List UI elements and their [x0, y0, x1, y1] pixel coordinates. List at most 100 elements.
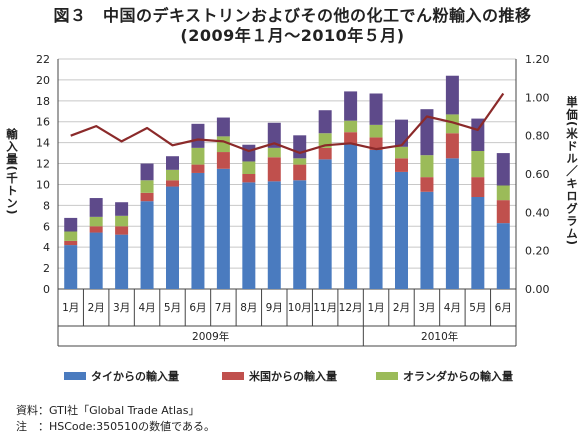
legend-label-thai: タイからの輸入量: [91, 370, 179, 383]
left-tick-label: 4: [43, 241, 50, 254]
x-tick-label: 5月: [469, 302, 486, 314]
legend-label-nl: オランダからの輸入量: [403, 370, 513, 383]
bar-segment-us: [318, 147, 332, 160]
legend-swatch-thai: [64, 372, 86, 380]
legend-swatch-us: [222, 372, 244, 380]
bar-segment-nl: [191, 147, 205, 165]
left-tick-label: 8: [43, 199, 50, 212]
right-axis-label: 単価(米ドル／キログラム): [565, 96, 579, 247]
bar-segment-other: [369, 93, 383, 125]
legend-swatch-nl: [376, 372, 398, 380]
x-tick-label: 6月: [189, 302, 206, 314]
bar-segment-nl: [471, 151, 485, 178]
bar-segment-thai: [216, 168, 230, 289]
bar-segment-other: [89, 198, 103, 217]
left-tick-label: 0: [43, 283, 50, 296]
bar-segment-us: [216, 152, 230, 169]
bar-segment-us: [445, 133, 459, 159]
bar-segment-other: [395, 119, 408, 147]
bar-segment-nl: [267, 147, 281, 158]
left-tick-label: 2: [43, 262, 50, 275]
x-tick-label: 3月: [113, 302, 130, 314]
bar-segment-other: [191, 123, 205, 148]
left-tick-label: 16: [36, 116, 50, 129]
year-group-label: 2010年: [421, 330, 458, 343]
bar-segment-thai: [64, 245, 78, 289]
x-tick-label: 11月: [313, 302, 337, 314]
bar-segment-us: [293, 164, 307, 181]
bar-segment-us: [395, 158, 408, 172]
x-tick-label: 2月: [393, 302, 410, 314]
bar-segment-thai: [89, 232, 103, 289]
bar-segment-nl: [344, 120, 358, 133]
x-tick-label: 3月: [418, 302, 435, 314]
x-tick-label: 4月: [444, 302, 461, 314]
bar-segment-nl: [140, 180, 154, 193]
bar-segment-thai: [420, 191, 434, 289]
bar-segment-nl: [115, 215, 129, 227]
right-tick-label: 1.00: [525, 91, 550, 104]
x-tick-label: 6月: [495, 302, 512, 314]
bar-segment-other: [216, 117, 230, 137]
legend-item-thai: タイからの輸入量: [64, 368, 179, 384]
bar-segment-us: [420, 177, 434, 192]
legend-item-nl: オランダからの輸入量: [376, 368, 513, 384]
bar-segment-other: [166, 156, 179, 170]
bar-segment-thai: [140, 201, 154, 289]
bar-segment-other: [242, 144, 256, 162]
bar-segment-us: [471, 177, 485, 197]
legend-label-us: 米国からの輸入量: [249, 370, 337, 383]
bar-segment-thai: [242, 182, 256, 289]
bar-segment-us: [496, 200, 510, 224]
bar-segment-other: [115, 202, 129, 216]
x-tick-label: 1月: [62, 302, 79, 314]
x-tick-label: 10月: [288, 302, 312, 314]
x-tick-label: 4月: [138, 302, 155, 314]
x-tick-label: 5月: [164, 302, 181, 314]
bar-segment-thai: [293, 180, 307, 289]
price-line: [70, 92, 505, 154]
bar-segment-thai: [166, 186, 179, 289]
x-tick-label: 9月: [266, 302, 283, 314]
left-tick-label: 20: [36, 74, 50, 87]
right-tick-label: 0.40: [525, 206, 550, 219]
bar-segment-thai: [395, 171, 408, 289]
bar-segment-us: [115, 226, 129, 235]
x-tick-label: 12月: [339, 302, 363, 314]
source-note: 資料：GTI社「Global Trade Atlas」: [16, 404, 200, 417]
bar-segment-thai: [344, 143, 358, 289]
bar-segment-us: [166, 180, 179, 187]
bar-segment-thai: [471, 197, 485, 289]
bar-segment-us: [64, 240, 78, 246]
right-tick-label: 0.00: [525, 283, 550, 296]
left-tick-label: 18: [36, 95, 50, 108]
bar-segment-us: [369, 137, 383, 150]
bar-segment-thai: [267, 181, 281, 289]
legend-item-us: 米国からの輸入量: [222, 368, 337, 384]
bar-segment-us: [191, 164, 205, 173]
bar-segment-thai: [496, 223, 510, 289]
left-tick-label: 12: [36, 158, 50, 171]
bar-segment-other: [445, 75, 459, 115]
bar-segment-thai: [191, 172, 205, 289]
bar-segment-nl: [445, 114, 459, 134]
bar-segment-thai: [115, 234, 129, 289]
bar-segment-us: [267, 157, 281, 182]
bar-segment-nl: [395, 146, 408, 159]
bar-segment-other: [496, 153, 510, 186]
bar-segment-other: [344, 91, 358, 121]
bar-segment-nl: [293, 158, 307, 165]
right-tick-label: 0.60: [525, 168, 550, 181]
x-tick-label: 2月: [88, 302, 105, 314]
bar-segment-other: [64, 217, 78, 232]
x-tick-label: 8月: [240, 302, 257, 314]
right-tick-label: 0.20: [525, 245, 550, 258]
bar-segment-us: [89, 226, 103, 233]
bar-segment-other: [318, 110, 332, 134]
bar-segment-nl: [496, 185, 510, 201]
left-axis-label: 輸入量(千トン): [5, 128, 19, 216]
bar-segment-nl: [64, 231, 78, 241]
left-tick-label: 6: [43, 220, 50, 233]
bar-segment-thai: [318, 159, 332, 289]
